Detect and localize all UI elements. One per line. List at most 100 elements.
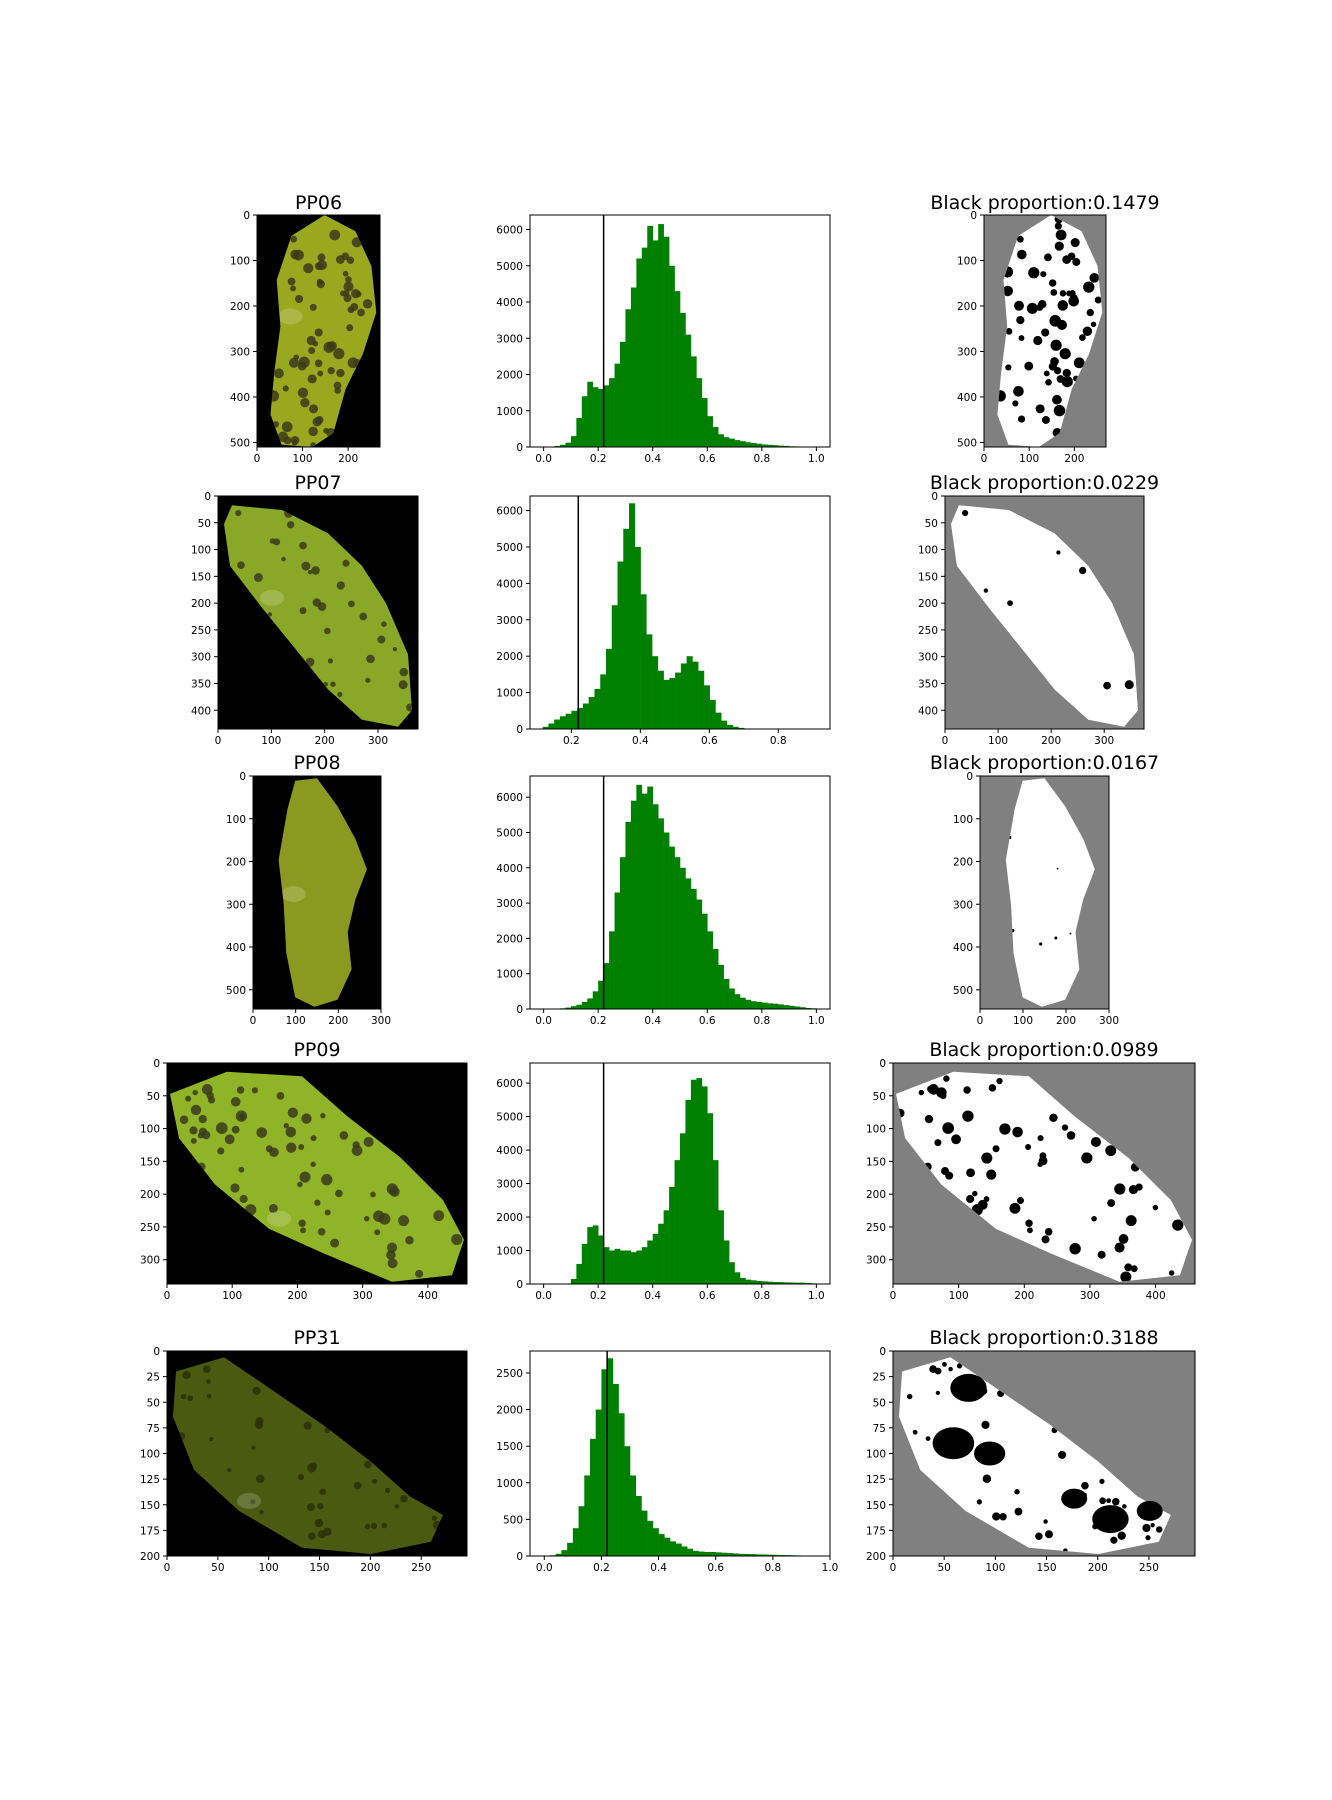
histogram-ytick-label: 6000 <box>496 506 523 518</box>
histogram-bar <box>652 240 659 447</box>
histogram-xtick-label: 0.8 <box>753 1290 770 1302</box>
mask-spot <box>1124 1263 1133 1272</box>
histogram-bar <box>611 605 618 729</box>
histogram-bar <box>732 726 739 729</box>
mask-spot <box>1014 1507 1023 1516</box>
histogram-ytick-label: 3000 <box>496 333 523 345</box>
histogram-bar <box>658 1534 665 1556</box>
spot <box>227 1467 232 1473</box>
photo-xtick-label: 200 <box>328 1015 348 1027</box>
mask-spot <box>1049 315 1062 327</box>
spot <box>283 1123 289 1129</box>
mask-spot <box>1110 1536 1118 1544</box>
histogram-xtick-label: 1.0 <box>822 1562 839 1574</box>
spot <box>342 559 350 567</box>
spot <box>198 1127 208 1136</box>
spot <box>339 1131 349 1140</box>
histogram-bar <box>745 442 752 447</box>
spot <box>347 306 355 314</box>
spot <box>362 299 373 309</box>
spot <box>250 1499 256 1505</box>
histogram-bar <box>783 1005 790 1009</box>
histogram-ytick-label: 5000 <box>496 827 523 839</box>
histogram-bar <box>690 1079 697 1284</box>
histogram-ytick-label: 4000 <box>496 578 523 590</box>
mask-spot <box>1016 235 1024 243</box>
histogram-ytick-label: 2000 <box>496 370 523 382</box>
specimen-spots <box>235 509 412 712</box>
histogram-bar <box>570 1278 577 1284</box>
histogram-bar <box>669 265 675 447</box>
histogram-bar <box>606 648 613 729</box>
spot <box>399 667 409 677</box>
photo-ytick-label: 150 <box>191 571 211 583</box>
spot <box>238 1166 245 1173</box>
histogram-bar <box>772 1003 779 1009</box>
photo-xtick-label: 50 <box>211 1562 224 1574</box>
spot <box>307 570 313 575</box>
histogram-bar <box>734 440 741 447</box>
mask-xtick-label: 300 <box>1099 1015 1119 1027</box>
spot <box>259 1509 264 1515</box>
histogram-bar <box>647 225 654 447</box>
histogram-bar <box>772 1281 779 1284</box>
mask-spot <box>906 1393 913 1400</box>
spot <box>239 1194 248 1204</box>
histogram-bar <box>690 356 697 447</box>
specimen-title: PP08 <box>293 752 340 774</box>
histogram-panel: 0.2 0.4 0.6 0.8 0 1000 2000 3000 4000 5000 6000 <box>496 495 831 747</box>
histogram-ytick-label: 0 <box>516 1004 523 1016</box>
histogram-ytick-label: 2000 <box>496 651 523 663</box>
spot <box>217 1147 225 1155</box>
mask-spot <box>977 1199 988 1210</box>
specimen-title: PP31 <box>293 1327 340 1349</box>
mask-spot <box>999 1513 1007 1521</box>
histogram-bar <box>590 1438 597 1556</box>
mask-spot <box>1027 1227 1033 1234</box>
histogram-bar <box>740 997 746 1009</box>
histogram-bar <box>625 1250 632 1284</box>
histogram-xtick-label: 0.4 <box>644 1290 661 1302</box>
spot <box>209 1436 214 1442</box>
histogram-ytick-label: 6000 <box>496 1078 523 1090</box>
histogram-xtick-label: 0.6 <box>699 453 716 465</box>
mask-spot <box>1152 1204 1159 1211</box>
mask-spot <box>1014 300 1024 311</box>
mask-spot <box>1048 279 1057 287</box>
histogram-ytick-label: 2000 <box>496 1212 523 1224</box>
spot <box>314 328 323 337</box>
histogram-bar <box>663 832 670 1009</box>
histogram-bar <box>646 634 653 729</box>
mask-ytick-label: 100 <box>866 1449 886 1461</box>
histogram-bar <box>570 1006 577 1009</box>
spot <box>308 1532 316 1541</box>
histogram-bar <box>572 1528 579 1556</box>
spot <box>189 1126 198 1135</box>
mask-spot <box>936 1087 947 1098</box>
mask-spot <box>1105 1145 1117 1157</box>
spot <box>305 657 315 667</box>
histogram-bar <box>767 1003 774 1009</box>
photo-xtick-label: 250 <box>411 1562 431 1574</box>
spot <box>363 1215 370 1222</box>
histogram-bar <box>587 1227 594 1284</box>
mask-spot <box>1069 932 1072 935</box>
histogram-bar <box>703 685 710 729</box>
mask-spot <box>1043 370 1050 377</box>
specimen-highlight <box>278 308 303 325</box>
histogram-bar <box>686 656 693 729</box>
histogram-xtick-label: 0.6 <box>707 1562 724 1574</box>
histogram-bar <box>561 1550 568 1556</box>
mask-xtick-label: 100 <box>1019 453 1039 465</box>
histogram-bar <box>565 442 572 447</box>
photo-ytick-label: 300 <box>191 652 211 664</box>
histogram-bar <box>789 1005 795 1009</box>
histogram-bar <box>630 800 637 1009</box>
photo-ytick-label: 250 <box>191 625 211 637</box>
mask-title: Black proportion:0.0167 <box>930 752 1159 774</box>
spot <box>268 1203 278 1213</box>
histogram-bar <box>603 963 610 1009</box>
mask-ytick-label: 0 <box>879 1058 886 1070</box>
mask-spot <box>1045 378 1052 386</box>
